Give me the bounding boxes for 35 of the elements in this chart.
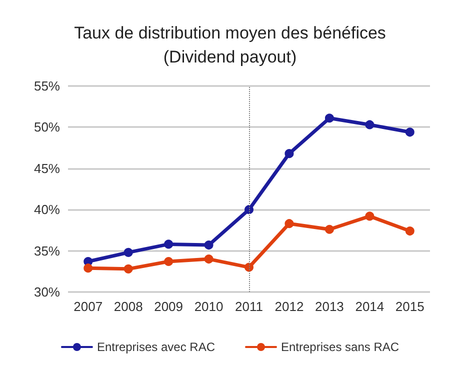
x-tick-label: 2009 [154, 299, 184, 314]
point [365, 212, 374, 221]
point [365, 120, 374, 130]
x-tick-label: 2007 [74, 299, 103, 314]
y-tick-label: 40% [34, 202, 60, 218]
x-tick-label: 2015 [395, 299, 424, 314]
y-tick-label: 50% [34, 120, 60, 135]
chart-title: Taux de distribution moyen des bénéfices (Dividend payout) [74, 24, 386, 66]
point [324, 114, 334, 123]
x-tick-label: 2008 [114, 299, 143, 314]
legend-label: Entreprises sans RAC [281, 340, 400, 354]
x-tick-label: 2010 [194, 299, 224, 314]
point [405, 226, 414, 236]
legend-label: Entreprises avec RAC [96, 340, 216, 354]
point [244, 205, 254, 214]
point [124, 264, 133, 274]
point [124, 248, 133, 257]
y-tick-label: 55% [34, 78, 60, 94]
y-tick-label: 30% [34, 284, 60, 300]
point [244, 262, 254, 272]
point [284, 149, 294, 158]
y-tick-label: 45% [34, 160, 60, 176]
x-tick-label: 2013 [314, 299, 344, 314]
x-tick-label: 2012 [274, 299, 304, 314]
point [284, 219, 294, 228]
point [324, 224, 334, 234]
x-tick-label: 2011 [235, 299, 263, 314]
point [164, 257, 174, 266]
point [204, 254, 214, 264]
point [405, 128, 414, 137]
point [84, 264, 93, 273]
point [164, 240, 174, 249]
point [204, 240, 214, 250]
x-tick-label: 2014 [355, 299, 384, 314]
y-tick-label: 35% [34, 243, 60, 258]
